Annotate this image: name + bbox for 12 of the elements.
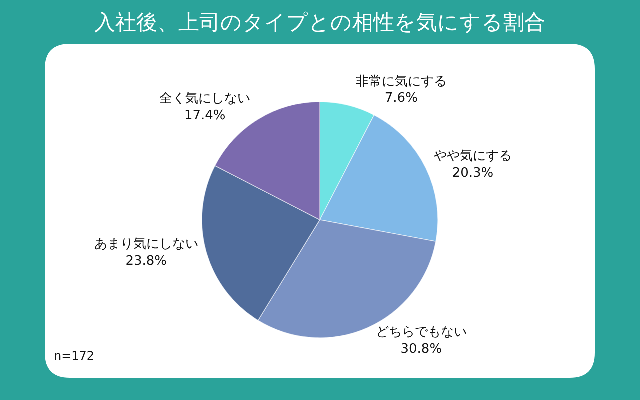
text: n=172 [54, 349, 95, 363]
data-label: 17.4% [184, 108, 226, 124]
data-label: 7.6% [384, 91, 418, 106]
chart-title: 入社後、上司のタイプとの相性を気にする割合 [94, 10, 546, 34]
slice-label: あまり気にしない [94, 236, 198, 252]
slice-label: やや気にする [434, 149, 512, 164]
data-label: 23.8% [126, 254, 168, 269]
data-label: 30.8% [400, 342, 442, 358]
slice-label: 全く気にしない [160, 92, 251, 107]
slice-label: 非常に気にする [356, 74, 447, 90]
slice-label: どちらでもない [376, 325, 467, 340]
data-label: 20.3% [452, 166, 494, 182]
